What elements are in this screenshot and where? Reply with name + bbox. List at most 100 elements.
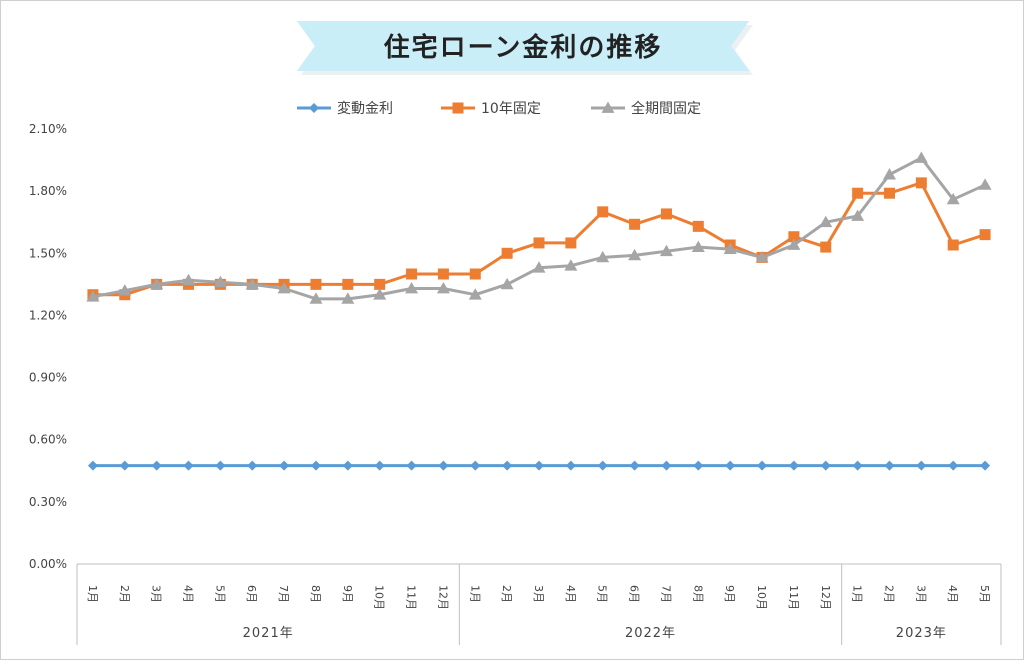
data-point: [374, 278, 386, 290]
data-point: [342, 278, 354, 290]
x-tick-label: 3月: [532, 585, 545, 603]
data-point: [500, 277, 514, 290]
data-point: [151, 460, 162, 471]
x-tick-label: 1月: [468, 585, 481, 603]
x-tick-label: 10月: [755, 585, 768, 610]
x-tick-label: 11月: [787, 585, 800, 610]
x-tick-label: 7月: [659, 585, 672, 603]
data-point: [438, 460, 449, 471]
data-point: [661, 460, 672, 471]
x-tick-label: 9月: [723, 585, 736, 603]
legend-swatch-marker: [309, 103, 319, 113]
data-point: [820, 460, 831, 471]
x-tick-label: 5月: [596, 585, 609, 603]
series-line: [92, 156, 986, 301]
data-point: [660, 208, 672, 220]
data-point: [279, 460, 290, 471]
x-tick-label: 2月: [500, 585, 513, 603]
data-point: [564, 259, 578, 271]
x-tick-label: 12月: [819, 585, 832, 610]
data-point: [787, 238, 801, 250]
data-point: [565, 460, 576, 471]
data-point: [851, 209, 865, 221]
data-point: [629, 218, 641, 230]
year-group-label: 2021年: [243, 626, 294, 641]
data-point: [183, 460, 194, 471]
x-tick-label: 4月: [182, 585, 195, 603]
data-point: [118, 284, 132, 296]
data-point: [469, 268, 481, 280]
data-point: [596, 250, 610, 263]
data-point: [215, 460, 226, 471]
x-tick-label: 5月: [213, 585, 226, 603]
legend-label: 変動金利: [337, 100, 393, 117]
data-point: [692, 220, 704, 232]
data-point: [247, 460, 258, 471]
data-point: [788, 460, 799, 471]
data-point: [723, 242, 737, 255]
x-tick-label: 7月: [277, 585, 290, 603]
data-point: [406, 460, 417, 471]
data-point: [628, 248, 642, 261]
data-point: [947, 239, 959, 251]
data-point: [755, 250, 769, 263]
data-point: [883, 187, 895, 199]
data-point: [374, 460, 385, 471]
x-tick-label: 12月: [436, 585, 449, 610]
data-point: [342, 460, 353, 471]
data-point: [979, 229, 991, 241]
legend-label: 全期間固定: [631, 100, 701, 117]
data-point: [150, 277, 164, 290]
x-tick-label: 10月: [373, 585, 386, 610]
data-point: [914, 151, 928, 163]
data-point: [597, 206, 609, 218]
data-point: [534, 460, 544, 471]
data-point: [882, 168, 896, 180]
data-point: [501, 247, 513, 259]
x-tick-label: 8月: [691, 585, 704, 603]
series-3: [86, 151, 992, 304]
data-point: [565, 237, 577, 249]
x-tick-label: 2月: [882, 585, 895, 603]
data-point: [309, 292, 323, 304]
x-tick-label: 3月: [150, 585, 163, 603]
data-point: [629, 460, 640, 471]
data-point: [405, 282, 419, 294]
y-tick-label: 1.50%: [29, 246, 67, 260]
year-group-label: 2023年: [896, 626, 947, 641]
data-point: [725, 460, 736, 471]
data-point: [182, 273, 196, 286]
data-point: [757, 460, 768, 471]
title-banner: 住宅ローン金利の推移: [297, 21, 753, 75]
data-point: [470, 460, 481, 471]
chart-title: 住宅ローン金利の推移: [384, 32, 663, 63]
y-tick-label: 0.00%: [29, 557, 67, 571]
data-point: [277, 282, 291, 294]
data-point: [946, 192, 960, 205]
data-point: [119, 460, 130, 471]
data-point: [980, 460, 991, 471]
series-1: [87, 460, 991, 471]
y-tick-label: 1.20%: [29, 308, 67, 322]
data-point: [852, 460, 863, 471]
legend-item: 10年固定: [441, 101, 541, 117]
data-point: [437, 268, 449, 280]
data-point: [86, 290, 100, 302]
x-tick-label: 3月: [914, 585, 927, 603]
data-point: [916, 460, 927, 471]
y-tick-label: 2.10%: [29, 122, 67, 136]
data-point: [213, 275, 227, 288]
data-point: [852, 187, 864, 199]
data-point: [310, 278, 322, 290]
data-point: [373, 288, 387, 300]
legend: 変動金利 10年固定 全期間固定: [297, 100, 701, 117]
data-point: [978, 178, 992, 190]
data-point: [310, 460, 321, 471]
data-point: [948, 460, 959, 471]
y-tick-label: 0.60%: [29, 433, 67, 447]
legend-item: 変動金利: [297, 100, 393, 117]
x-tick-label: 6月: [628, 585, 641, 603]
data-point: [532, 261, 546, 273]
